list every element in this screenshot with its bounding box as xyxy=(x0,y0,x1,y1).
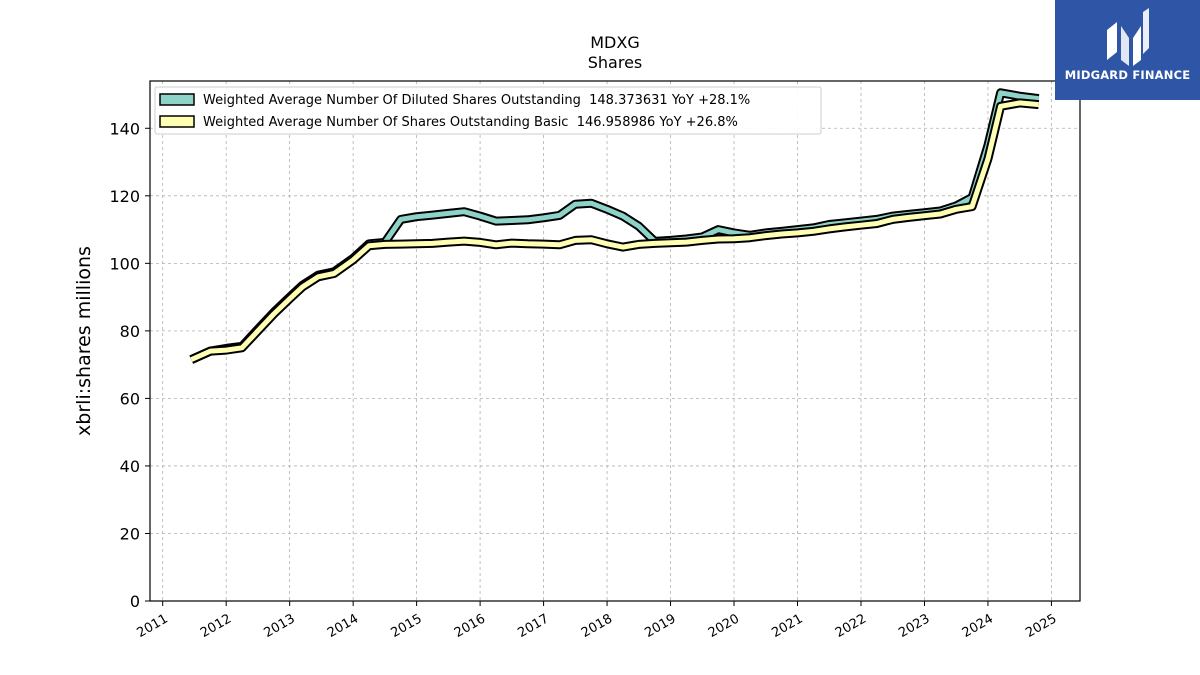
x-tick-label: 2019 xyxy=(642,611,678,641)
chart-title: MDXG xyxy=(590,33,639,52)
x-tick-label: 2014 xyxy=(325,611,361,641)
x-tick-label: 2024 xyxy=(960,611,996,641)
y-tick-label: 100 xyxy=(109,254,140,273)
legend: Weighted Average Number Of Diluted Share… xyxy=(154,86,822,135)
y-tick-label: 140 xyxy=(109,119,140,138)
y-tick-label: 40 xyxy=(120,457,140,476)
y-tick-label: 80 xyxy=(120,322,140,341)
legend-swatch-basic xyxy=(159,115,195,128)
series-1-line xyxy=(190,100,1039,362)
x-tick-label: 2016 xyxy=(452,611,488,641)
y-tick-label: 120 xyxy=(109,187,140,206)
x-tick-label: 2025 xyxy=(1023,611,1059,641)
plot-frame xyxy=(149,80,1081,602)
x-tick-label: 2015 xyxy=(388,611,424,641)
legend-swatch-diluted xyxy=(159,93,195,106)
x-axis-ticks: 2011 2012 2013 2014 2015 2016 2017 2018 2019 2020… xyxy=(135,601,1059,641)
x-tick-label: 2021 xyxy=(769,611,805,641)
legend-label-basic: Weighted Average Number Of Shares Outsta… xyxy=(203,115,738,130)
x-tick-label: 2013 xyxy=(261,611,297,641)
midgard-logo-icon xyxy=(1107,8,1149,66)
x-tick-label: 2011 xyxy=(135,611,171,641)
grid xyxy=(150,81,1080,602)
y-tick-label: 0 xyxy=(130,592,140,611)
logo-text: MIDGARD FINANCE xyxy=(1064,68,1191,82)
legend-box xyxy=(154,86,822,135)
x-tick-label: 2017 xyxy=(515,611,551,641)
x-tick-label: 2012 xyxy=(198,611,234,641)
y-axis-label: xbrli:shares millions xyxy=(73,246,95,436)
y-axis-ticks: 0 20 40 60 80 100 120 140 xyxy=(109,119,150,611)
x-tick-label: 2020 xyxy=(706,611,742,641)
x-tick-label: 2018 xyxy=(579,611,615,641)
x-tick-label: 2023 xyxy=(896,611,932,641)
series-layer xyxy=(189,88,1040,364)
series-1-outline xyxy=(189,98,1040,364)
y-tick-label: 60 xyxy=(120,389,140,408)
x-tick-label: 2022 xyxy=(833,611,869,641)
chart-subtitle: Shares xyxy=(588,53,643,72)
brand-logo: MIDGARD FINANCE xyxy=(1055,0,1200,100)
y-tick-label: 20 xyxy=(120,524,140,543)
legend-label-diluted: Weighted Average Number Of Diluted Share… xyxy=(203,93,750,108)
